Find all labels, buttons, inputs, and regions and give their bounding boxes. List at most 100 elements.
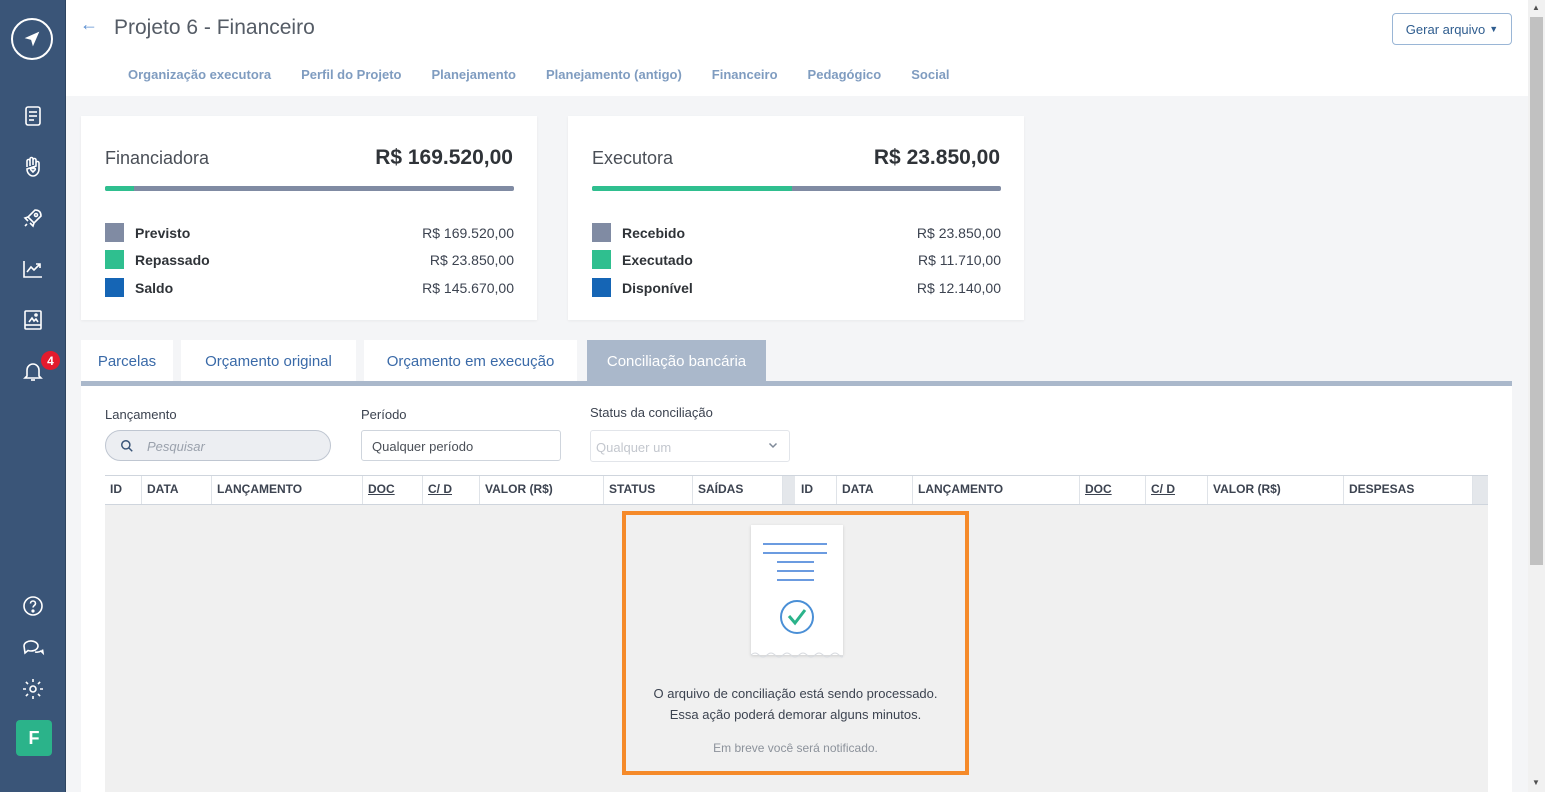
status-select[interactable]: Qualquer um bbox=[590, 430, 790, 462]
legend-label: Repassado bbox=[135, 252, 210, 268]
legend-row: Executado R$ 11.710,00 bbox=[592, 250, 1001, 270]
processing-notify-message: Em breve você será notificado. bbox=[713, 741, 878, 755]
gear-icon[interactable] bbox=[20, 676, 46, 702]
tab-orcamento-em-execucao[interactable]: Orçamento em execução bbox=[364, 340, 577, 382]
legend-value: R$ 11.710,00 bbox=[917, 252, 1001, 268]
legend-label: Disponível bbox=[622, 280, 693, 296]
col-despesas[interactable]: DESPESAS bbox=[1344, 476, 1473, 504]
sidebar: 4 F bbox=[0, 0, 66, 792]
caret-down-icon: ▼ bbox=[1489, 24, 1499, 34]
progress-bar-fill bbox=[592, 186, 793, 191]
legend-label: Saldo bbox=[135, 280, 174, 296]
financiadora-card: Financiadora R$ 169.520,00 Previsto R$ 1… bbox=[81, 116, 537, 320]
tab-planejamento[interactable]: Planejamento bbox=[431, 67, 516, 82]
bell-icon[interactable] bbox=[20, 358, 46, 384]
lancamento-label: Lançamento bbox=[105, 407, 177, 422]
page-header: ← Projeto 6 - Financeiro Gerar arquivo ▼… bbox=[66, 0, 1528, 96]
card-total: R$ 23.850,00 bbox=[873, 146, 1000, 169]
hand-heart-icon[interactable] bbox=[20, 154, 46, 180]
executora-card: Executora R$ 23.850,00 Recebido R$ 23.85… bbox=[568, 116, 1024, 320]
chat-icon[interactable] bbox=[20, 634, 46, 660]
col-cd[interactable]: C/ D bbox=[423, 476, 480, 504]
col-data-right[interactable]: DATA bbox=[837, 476, 913, 504]
legend-value: R$ 145.670,00 bbox=[422, 280, 514, 296]
processing-wait-message: Essa ação poderá demorar alguns minutos. bbox=[669, 707, 922, 722]
col-doc[interactable]: DOC bbox=[363, 476, 423, 504]
col-cd-right[interactable]: C/ D bbox=[1146, 476, 1208, 504]
page-title: Projeto 6 - Financeiro bbox=[114, 16, 315, 39]
card-title: Executora bbox=[592, 148, 674, 168]
scroll-up-icon[interactable]: ▲ bbox=[1532, 3, 1540, 12]
table-scroll-gutter bbox=[1473, 476, 1488, 504]
legend-label: Previsto bbox=[135, 225, 191, 241]
paper-plane-logo[interactable] bbox=[11, 18, 53, 60]
search-input[interactable]: Pesquisar bbox=[105, 430, 331, 461]
tab-organizacao-executora[interactable]: Organização executora bbox=[128, 67, 272, 82]
col-cd-label: C/ D bbox=[428, 482, 452, 496]
col-cd-right-label: C/ D bbox=[1151, 482, 1175, 496]
tab-orcamento-original[interactable]: Orçamento original bbox=[181, 340, 356, 382]
document-icon[interactable] bbox=[20, 103, 46, 129]
chevron-down-icon bbox=[767, 439, 779, 454]
tab-social[interactable]: Social bbox=[911, 67, 950, 82]
col-doc-right[interactable]: DOC bbox=[1080, 476, 1146, 504]
status-placeholder: Qualquer um bbox=[596, 440, 672, 455]
col-id-right[interactable]: ID bbox=[796, 476, 837, 504]
legend-row: Disponível R$ 12.140,00 bbox=[592, 278, 1001, 298]
legend-value: R$ 12.140,00 bbox=[916, 280, 1001, 296]
progress-bar bbox=[105, 186, 514, 191]
scroll-thumb[interactable] bbox=[1530, 17, 1543, 565]
card-total: R$ 169.520,00 bbox=[375, 146, 513, 169]
periodo-label: Período bbox=[361, 407, 407, 422]
legend-row: Saldo R$ 145.670,00 bbox=[105, 278, 514, 298]
col-valor[interactable]: VALOR (R$) bbox=[480, 476, 604, 504]
col-lancamento[interactable]: LANÇAMENTO bbox=[212, 476, 363, 504]
legend-value: R$ 23.850,00 bbox=[916, 225, 1001, 241]
progress-bar bbox=[592, 186, 1001, 191]
legend-swatch bbox=[592, 250, 611, 269]
col-data[interactable]: DATA bbox=[142, 476, 212, 504]
legend-swatch bbox=[105, 250, 124, 269]
col-doc-label: DOC bbox=[368, 482, 395, 496]
search-placeholder: Pesquisar bbox=[147, 439, 205, 454]
tab-financeiro[interactable]: Financeiro bbox=[711, 67, 778, 82]
help-icon[interactable] bbox=[20, 593, 46, 619]
avatar[interactable]: F bbox=[16, 720, 52, 756]
table-header: ID DATA LANÇAMENTO DOC C/ D VALOR (R$) S… bbox=[105, 475, 1488, 505]
rocket-icon[interactable] bbox=[20, 205, 46, 231]
tab-planejamento-antigo[interactable]: Planejamento (antigo) bbox=[546, 67, 682, 82]
legend-row: Repassado R$ 23.850,00 bbox=[105, 250, 514, 270]
scroll-down-icon[interactable]: ▼ bbox=[1532, 778, 1540, 787]
tabs-underline bbox=[81, 381, 1512, 386]
tab-conciliacao-bancaria[interactable]: Conciliação bancária bbox=[587, 340, 766, 382]
col-status[interactable]: STATUS bbox=[604, 476, 693, 504]
legend-row: Previsto R$ 169.520,00 bbox=[105, 223, 514, 243]
back-arrow-icon[interactable]: ← bbox=[80, 14, 98, 34]
chart-line-icon[interactable] bbox=[20, 256, 46, 282]
card-title: Financiadora bbox=[105, 148, 210, 168]
legend-value: R$ 169.520,00 bbox=[422, 225, 514, 241]
col-lancamento-right[interactable]: LANÇAMENTO bbox=[913, 476, 1080, 504]
periodo-select[interactable]: Qualquer período bbox=[361, 430, 561, 461]
progress-bar-fill bbox=[105, 186, 134, 191]
document-check-icon bbox=[750, 525, 844, 658]
legend-row: Recebido R$ 23.850,00 bbox=[592, 223, 1001, 243]
col-id[interactable]: ID bbox=[105, 476, 142, 504]
legend-label: Executado bbox=[622, 252, 693, 268]
legend-swatch bbox=[105, 278, 124, 297]
generate-file-label: Gerar arquivo bbox=[1405, 21, 1486, 37]
legend-label: Recebido bbox=[622, 225, 686, 241]
tab-parcelas[interactable]: Parcelas bbox=[81, 340, 173, 382]
status-label: Status da conciliação bbox=[590, 405, 713, 420]
col-saidas[interactable]: SAÍDAS bbox=[693, 476, 783, 504]
legend-swatch bbox=[105, 223, 124, 242]
col-valor-right[interactable]: VALOR (R$) bbox=[1208, 476, 1344, 504]
table-divider bbox=[783, 476, 795, 504]
generate-file-button[interactable]: Gerar arquivo ▼ bbox=[1392, 13, 1512, 45]
tab-perfil-do-projeto[interactable]: Perfil do Projeto bbox=[301, 67, 402, 82]
book-image-icon[interactable] bbox=[20, 307, 46, 333]
tab-pedagogico[interactable]: Pedagógico bbox=[807, 67, 882, 82]
page-scrollbar[interactable]: ▲ ▼ bbox=[1528, 0, 1545, 792]
notification-badge: 4 bbox=[41, 351, 60, 370]
col-doc-right-label: DOC bbox=[1085, 482, 1112, 496]
